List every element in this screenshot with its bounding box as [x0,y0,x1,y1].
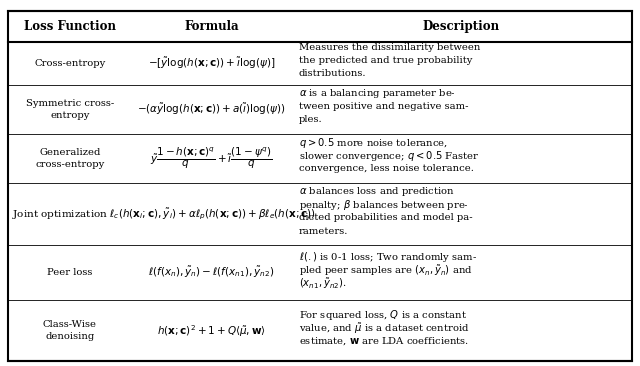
Text: the predicted and true probability: the predicted and true probability [299,56,472,65]
Text: $\tilde{y}\dfrac{1-h(\mathbf{x};\mathbf{c})^q}{q} + \tilde{\imath}\dfrac{(1-\psi: $\tilde{y}\dfrac{1-h(\mathbf{x};\mathbf{… [150,146,273,171]
Text: Loss Function: Loss Function [24,20,116,33]
Text: Generalized
cross-entropy: Generalized cross-entropy [35,148,104,169]
Text: convergence, less noise tolerance.: convergence, less noise tolerance. [299,164,474,173]
Text: Formula: Formula [184,20,239,33]
Text: For squared loss, $Q$ is a constant: For squared loss, $Q$ is a constant [299,308,467,322]
Text: rameters.: rameters. [299,227,348,236]
Text: $-[\tilde{y}\log(h(\mathbf{x};\mathbf{c})) + \tilde{\imath}\log(\psi)]$: $-[\tilde{y}\log(h(\mathbf{x};\mathbf{c}… [148,56,275,71]
Text: pled peer samples are $(x_n, \tilde{y}_n)$ and: pled peer samples are $(x_n, \tilde{y}_n… [299,262,472,277]
Text: Cross-entropy: Cross-entropy [35,59,106,68]
Text: penalty; $\beta$ balances between pre-: penalty; $\beta$ balances between pre- [299,198,469,212]
Text: $\ell(.)$ is 0-1 loss; Two randomly sam-: $\ell(.)$ is 0-1 loss; Two randomly sam- [299,250,477,264]
Text: ples.: ples. [299,115,323,124]
Text: Description: Description [423,20,500,33]
Text: tween positive and negative sam-: tween positive and negative sam- [299,102,468,111]
Text: dicted probabilities and model pa-: dicted probabilities and model pa- [299,213,472,223]
Text: Symmetric cross-
entropy: Symmetric cross- entropy [26,99,114,120]
Text: Measures the dissimilarity between: Measures the dissimilarity between [299,43,480,52]
Text: Class-Wise
denoising: Class-Wise denoising [43,320,97,341]
Text: value, and $\tilde{\mu}$ is a dataset centroid: value, and $\tilde{\mu}$ is a dataset ce… [299,321,469,336]
Text: $-(\alpha\tilde{y}\log(h(\mathbf{x};\mathbf{c})) + a(\tilde{\imath})\log(\psi))$: $-(\alpha\tilde{y}\log(h(\mathbf{x};\mat… [137,102,285,117]
Text: $\alpha$ is a balancing parameter be-: $\alpha$ is a balancing parameter be- [299,87,456,100]
Text: slower convergence; $q < 0.5$ Faster: slower convergence; $q < 0.5$ Faster [299,149,479,163]
Text: Joint optimization $\ell_c(h(\mathbf{x}_i;\mathbf{c}), \tilde{y}_i) + \alpha\ell: Joint optimization $\ell_c(h(\mathbf{x}_… [12,206,316,222]
Text: $\alpha$ balances loss and prediction: $\alpha$ balances loss and prediction [299,185,455,198]
Text: $q > 0.5$ more noise tolerance,: $q > 0.5$ more noise tolerance, [299,136,448,150]
Text: $(x_{n1}, \tilde{y}_{n2})$.: $(x_{n1}, \tilde{y}_{n2})$. [299,276,346,291]
Text: $\ell(f(x_n), \tilde{y}_n) - \ell(f(x_{n1}), \tilde{y}_{n2})$: $\ell(f(x_n), \tilde{y}_n) - \ell(f(x_{n… [148,265,275,280]
Text: Peer loss: Peer loss [47,268,93,277]
Text: $h(\mathbf{x};\mathbf{c})^2 + 1 + Q\langle\tilde{\mu}, \mathbf{w}\rangle$: $h(\mathbf{x};\mathbf{c})^2 + 1 + Q\lang… [157,323,266,339]
Text: estimate, $\mathbf{w}$ are LDA coefficients.: estimate, $\mathbf{w}$ are LDA coefficie… [299,335,469,347]
Text: distributions.: distributions. [299,69,367,78]
